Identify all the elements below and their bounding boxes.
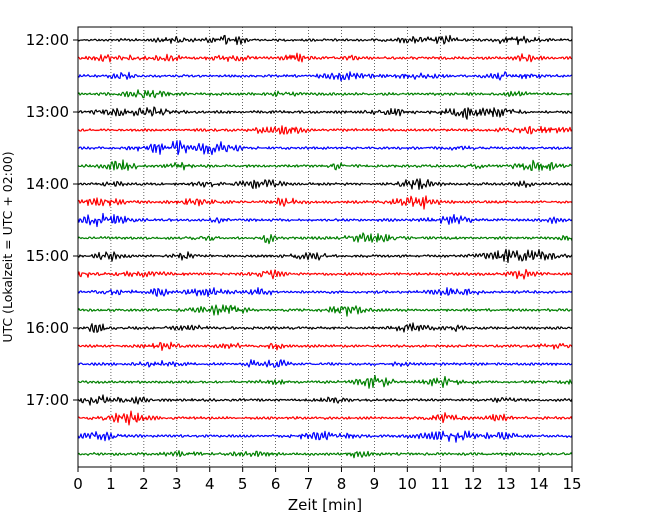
x-tick-label: 0: [73, 475, 83, 493]
x-tick-label: 6: [271, 475, 281, 493]
trace-line: [77, 394, 573, 406]
trace-line: [77, 52, 573, 63]
y-tick-label: 13:00: [26, 103, 69, 121]
trace-line: [77, 341, 573, 351]
x-tick-label: 1: [106, 475, 116, 493]
trace-line: [77, 248, 573, 264]
trace-line: [77, 374, 573, 389]
x-tick-label: 9: [370, 475, 380, 493]
x-tick-label: 3: [172, 475, 182, 493]
trace-line: [77, 195, 573, 210]
trace-line: [77, 304, 573, 317]
seismic-traces: [77, 34, 573, 459]
x-tick-label: 2: [139, 475, 149, 493]
trace-line: [77, 71, 573, 82]
y-axis-label: UTC (Lokalzeit = UTC + 02:00): [0, 151, 15, 342]
y-axis-ticks: 12:00 13:00 14:00 15:00 16:00 17:00: [26, 31, 78, 409]
x-tick-label: 4: [205, 475, 215, 493]
x-tick-label: 15: [562, 475, 581, 493]
trace-line: [77, 450, 573, 459]
x-tick-label: 10: [398, 475, 417, 493]
trace-line: [77, 159, 573, 172]
y-tick-label: 16:00: [26, 319, 69, 337]
y-tick-label: 15:00: [26, 247, 69, 265]
trace-line: [77, 106, 573, 120]
x-tick-label: 13: [497, 475, 516, 493]
trace-line: [77, 89, 573, 99]
y-tick-label: 17:00: [26, 391, 69, 409]
x-tick-label: 11: [431, 475, 450, 493]
plot-frame: [77, 26, 573, 468]
trace-line: [77, 212, 573, 228]
trace-line: [77, 178, 573, 190]
x-axis-ticks: 0 1 2 3 4 5 6 7 8 9 10 11 12 13 14 15: [73, 467, 582, 493]
trace-line: [77, 232, 573, 245]
x-tick-label: 8: [337, 475, 347, 493]
trace-line: [77, 410, 573, 426]
trace-line: [77, 359, 573, 368]
trace-line: [77, 322, 573, 333]
x-axis-label: Zeit [min]: [288, 496, 362, 514]
trace-line: [77, 268, 573, 280]
trace-line: [77, 430, 573, 443]
x-tick-label: 5: [238, 475, 248, 493]
trace-line: [77, 34, 573, 46]
trace-line: [77, 125, 573, 135]
y-tick-label: 12:00: [26, 31, 69, 49]
x-tick-label: 12: [464, 475, 483, 493]
trace-line: [77, 287, 573, 298]
vertical-gridlines: [110, 27, 540, 467]
y-tick-label: 14:00: [26, 175, 69, 193]
trace-line: [77, 140, 573, 156]
x-tick-label: 14: [530, 475, 549, 493]
x-tick-label: 7: [304, 475, 314, 493]
